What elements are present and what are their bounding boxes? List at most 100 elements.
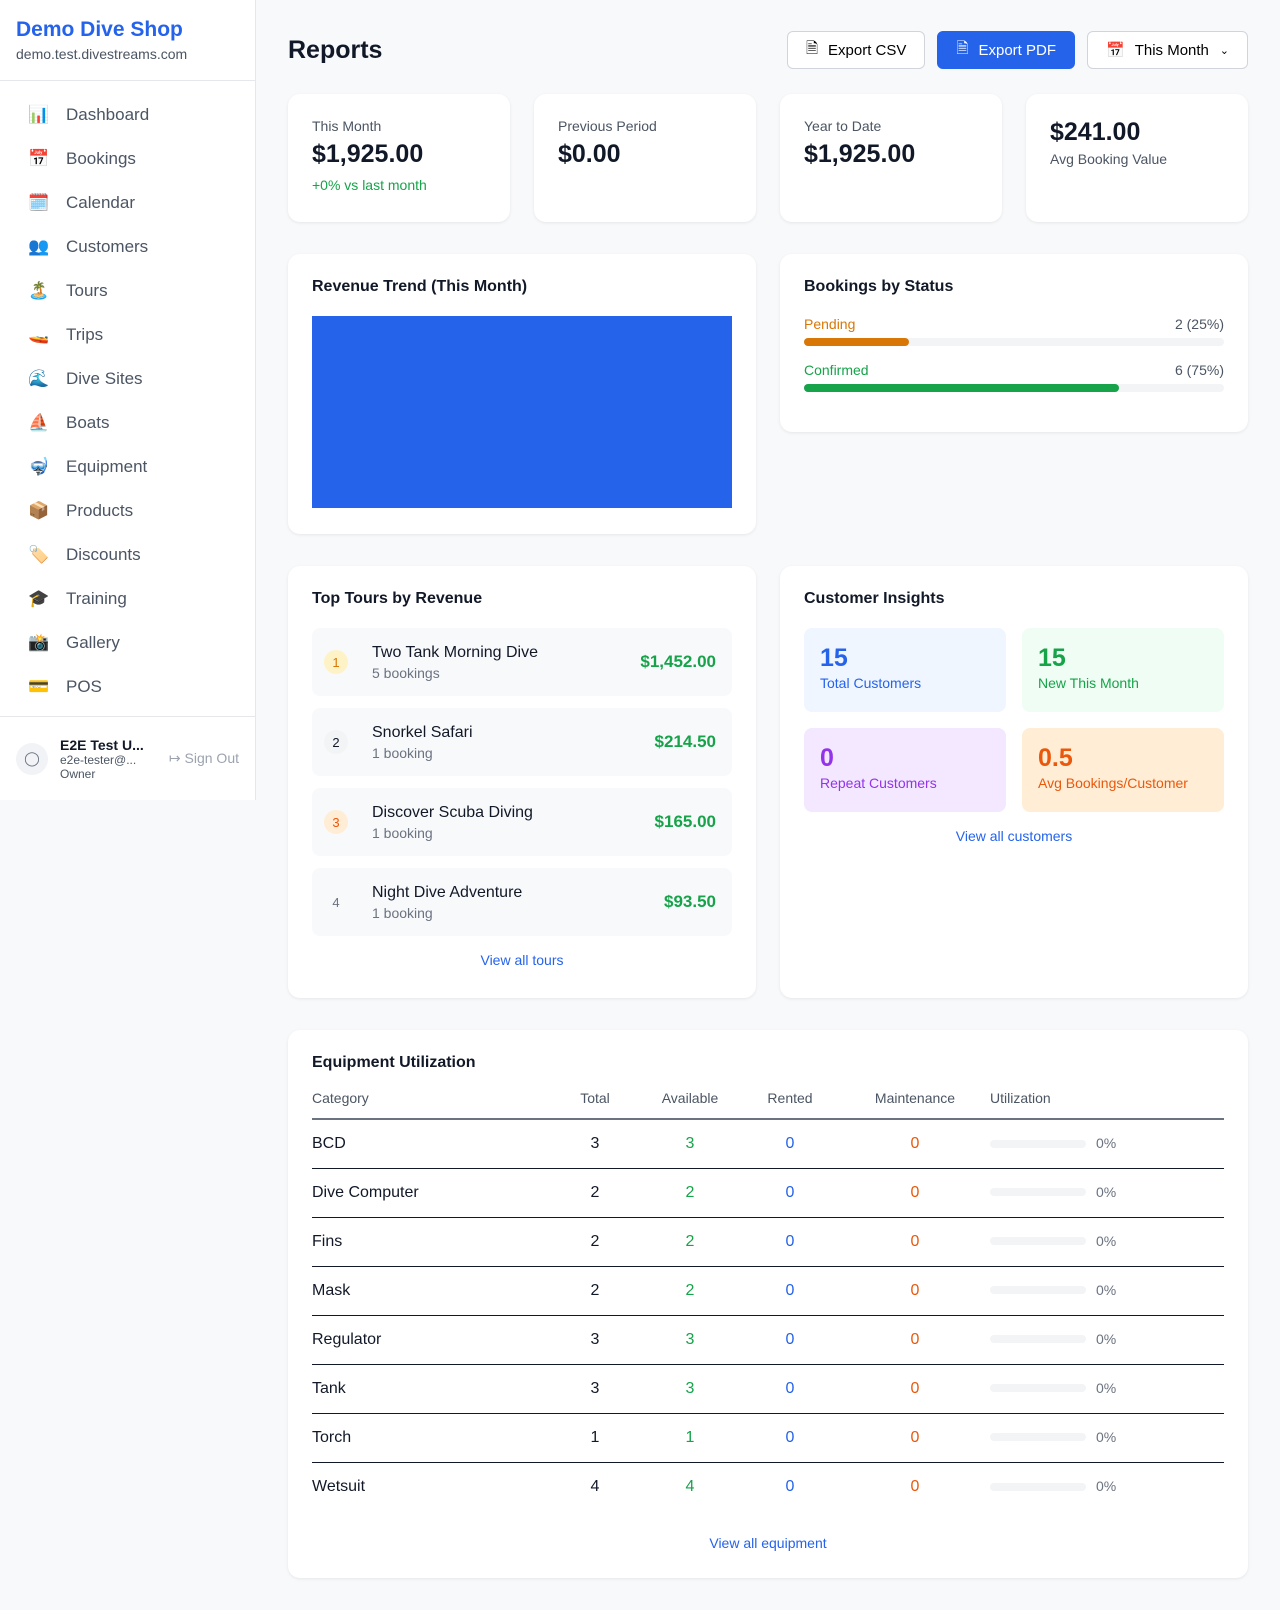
utilization-bar xyxy=(990,1139,1086,1148)
sidebar-item-label: Discounts xyxy=(66,545,141,564)
cell-maintenance: 0 xyxy=(840,1217,990,1267)
column-header[interactable]: Total xyxy=(550,1080,640,1120)
training-icon: 🎓 xyxy=(28,589,50,608)
utilization-value: 0% xyxy=(1096,1134,1117,1151)
trips-icon: 🚤 xyxy=(28,325,50,344)
insight-value: 15 xyxy=(820,644,848,672)
table-row: Mask 2 2 0 0 0% xyxy=(312,1266,1224,1316)
column-header[interactable]: Maintenance xyxy=(840,1080,990,1120)
sidebar-item-label: Trips xyxy=(66,325,104,344)
utilization-bar xyxy=(990,1335,1086,1344)
view-all-customers-link[interactable]: View all customers xyxy=(955,828,1073,844)
tour-item[interactable]: 1 Two Tank Morning Dive 5 bookings $1,452.0… xyxy=(312,628,732,696)
stat-year-to-date: Year to Date $1,925.00 xyxy=(780,94,1002,222)
status-progress-fill xyxy=(804,384,1119,392)
stat-label: Avg Booking Value xyxy=(1050,151,1168,167)
cell-rented: 0 xyxy=(740,1315,840,1365)
bookings-status-card: Bookings by Status Pending 2 (25%) Confirm… xyxy=(780,254,1248,432)
tour-rank-badge: 4 xyxy=(332,894,340,910)
sidebar-item-label: Customers xyxy=(66,237,149,256)
sign-out-button[interactable]: ↦ Sign Out xyxy=(169,750,239,767)
user-name: E2E Test U... xyxy=(60,736,144,753)
tour-name: Two Tank Morning Dive xyxy=(372,643,538,661)
pos-icon: 💳 xyxy=(28,677,50,696)
tour-revenue: $93.50 xyxy=(664,892,716,911)
cell-category: Dive Computer xyxy=(312,1168,550,1218)
sidebar-item-training[interactable]: 🎓 Training xyxy=(0,577,255,621)
insight-tile: 15 Total Customers xyxy=(804,628,1006,712)
sidebar-item-customers[interactable]: 👥 Customers xyxy=(0,225,255,269)
export-csv-button[interactable]: 🗎 Export CSV xyxy=(786,31,926,69)
cell-maintenance: 0 xyxy=(910,1477,920,1495)
sidebar-item-pos[interactable]: 💳 POS xyxy=(0,665,255,709)
insight-tile: 0 Repeat Customers xyxy=(804,728,1006,812)
stat-value: $1,925.00 xyxy=(804,140,916,168)
table-row: BCD 3 3 0 0 0% xyxy=(312,1119,1224,1169)
view-all-tours-link[interactable]: View all tours xyxy=(480,952,564,968)
cell-maintenance: 0 xyxy=(840,1364,990,1414)
cell-category: Fins xyxy=(312,1217,550,1267)
column-header[interactable]: Utilization xyxy=(990,1080,1224,1120)
insight-label: Total Customers xyxy=(820,675,922,691)
cell-maintenance: 0 xyxy=(840,1413,990,1463)
status-confirmed: Confirmed 6 (75%) xyxy=(804,362,1224,392)
dashboard-icon: 📊 xyxy=(28,105,50,124)
column-header[interactable]: Rented xyxy=(740,1080,840,1120)
table-row: Wetsuit 4 4 0 0 0% xyxy=(312,1462,1224,1511)
utilization-bar xyxy=(990,1188,1086,1197)
customers-icon: 👥 xyxy=(28,237,50,256)
status-pending: Pending 2 (25%) xyxy=(804,316,1224,346)
sidebar-item-dive-sites[interactable]: 🌊 Dive Sites xyxy=(0,357,255,401)
tour-revenue: $165.00 xyxy=(654,812,716,831)
stat-previous-period: Previous Period $0.00 xyxy=(534,94,756,222)
cell-utilization: 0% xyxy=(990,1462,1224,1511)
cell-rented: 0 xyxy=(740,1364,840,1414)
equipment-icon: 🤿 xyxy=(28,457,50,476)
bookings-icon: 📅 xyxy=(28,149,50,168)
cell-utilization: 0% xyxy=(990,1266,1224,1316)
chevron-down-icon: ⌄ xyxy=(1219,44,1229,57)
sidebar-item-dashboard[interactable]: 📊 Dashboard xyxy=(0,93,255,137)
sidebar-item-bookings[interactable]: 📅 Bookings xyxy=(0,137,255,181)
tour-item[interactable]: 2 Snorkel Safari 1 booking $214.50 xyxy=(312,708,732,776)
revenue-chart-area xyxy=(312,316,732,508)
cell-utilization: 0% xyxy=(990,1364,1224,1414)
cell-category: BCD xyxy=(312,1119,550,1169)
cell-category: Regulator xyxy=(312,1315,550,1365)
tour-bookings: 1 booking xyxy=(372,904,433,921)
shop-domain: demo.test.divestreams.com xyxy=(16,46,188,62)
user-email: e2e-tester@... xyxy=(60,752,137,767)
sidebar-item-trips[interactable]: 🚤 Trips xyxy=(0,313,255,357)
export-csv-label: Export CSV xyxy=(828,41,907,59)
export-pdf-button[interactable]: 🗎 Export PDF xyxy=(937,31,1075,69)
sidebar-item-discounts[interactable]: 🏷️ Discounts xyxy=(0,533,255,577)
tour-name: Night Dive Adventure xyxy=(372,883,523,901)
tour-item[interactable]: 4 Night Dive Adventure 1 booking $93.50 xyxy=(312,868,732,936)
sidebar-item-calendar[interactable]: 🗓️ Calendar xyxy=(0,181,255,225)
column-header[interactable]: Category xyxy=(312,1080,550,1120)
shop-name[interactable]: Demo Dive Shop xyxy=(16,18,183,41)
cell-total: 3 xyxy=(550,1364,640,1414)
cell-utilization: 0% xyxy=(990,1413,1224,1463)
utilization-bar xyxy=(990,1286,1086,1295)
insight-value: 0 xyxy=(820,744,834,772)
sidebar-item-gallery[interactable]: 📸 Gallery xyxy=(0,621,255,665)
sidebar-item-equipment[interactable]: 🤿 Equipment xyxy=(0,445,255,489)
revenue-trend-title: Revenue Trend (This Month) xyxy=(312,278,528,295)
tour-item[interactable]: 3 Discover Scuba Diving 1 booking $165.00 xyxy=(312,788,732,856)
tour-rank-badge: 2 xyxy=(324,730,348,754)
cell-available: 3 xyxy=(640,1119,740,1169)
stat-value: $1,925.00 xyxy=(312,140,424,168)
cell-category: Torch xyxy=(312,1413,550,1463)
view-all-equipment-link[interactable]: View all equipment xyxy=(709,1535,827,1551)
sidebar-item-boats[interactable]: ⛵ Boats xyxy=(0,401,255,445)
insight-value: 15 xyxy=(1038,644,1066,672)
sidebar-item-tours[interactable]: 🏝️ Tours xyxy=(0,269,255,313)
sidebar-nav: 📊 Dashboard 📅 Bookings 🗓️ Calendar 👥 Customers 🏝… xyxy=(0,81,255,721)
column-header[interactable]: Available xyxy=(640,1080,740,1120)
cell-maintenance: 0 xyxy=(840,1315,990,1365)
sidebar-item-products[interactable]: 📦 Products xyxy=(0,489,255,533)
tours-icon: 🏝️ xyxy=(28,281,50,300)
stat-this-month: This Month $1,925.00 +0% vs last month xyxy=(288,94,510,222)
period-select[interactable]: 📅 This Month ⌄ xyxy=(1087,31,1248,69)
